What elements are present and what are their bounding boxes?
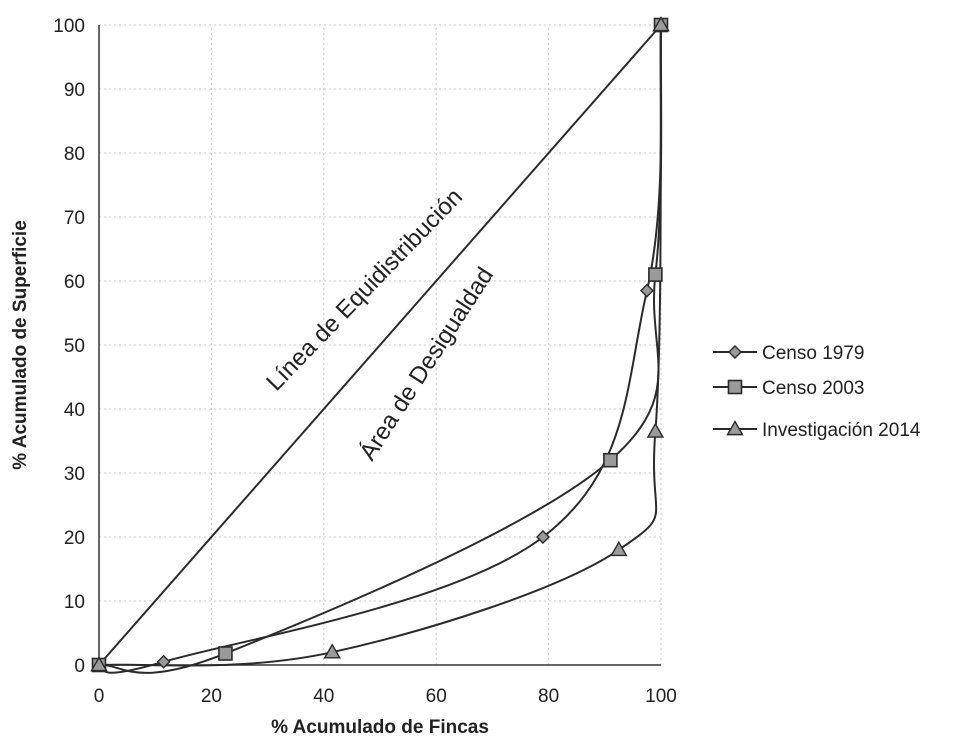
y-tick-label: 0 <box>74 656 85 677</box>
data-point-diamond <box>639 283 654 298</box>
y-tick-label: 80 <box>64 144 85 165</box>
y-tick-label: 100 <box>53 16 85 37</box>
y-tick-labels: 0 10 20 30 40 50 60 70 80 90 100 <box>53 16 85 677</box>
data-point-diamond <box>535 530 550 544</box>
legend-label: Censo 2003 <box>762 378 864 399</box>
y-tick-label: 60 <box>64 272 85 293</box>
y-tick-label: 20 <box>64 528 85 549</box>
legend-label: Investigación 2014 <box>762 420 921 441</box>
legend: Censo 1979 Censo 2003 Investigación 2014 <box>713 343 921 441</box>
data-point-triangle <box>610 540 628 557</box>
data-point-diamond <box>156 654 171 669</box>
data-point-square <box>218 646 233 661</box>
x-tick-label: 60 <box>426 686 447 707</box>
equidistribution-line <box>98 24 662 666</box>
data-point-square <box>603 452 618 468</box>
legend-marker-square <box>727 379 743 395</box>
x-tick-label: 40 <box>313 686 334 707</box>
x-tick-label: 20 <box>201 686 222 707</box>
x-tick-label: 0 <box>94 686 105 707</box>
data-point-square <box>648 267 663 282</box>
x-grid <box>210 25 662 665</box>
y-tick-label: 10 <box>64 592 85 613</box>
y-tick-label: 30 <box>64 464 85 485</box>
data-point-triangle <box>323 643 341 659</box>
data-point-triangle <box>646 422 665 438</box>
y-tick-label: 40 <box>64 400 85 421</box>
y-tick-label: 90 <box>64 80 85 101</box>
y-grid <box>99 24 661 602</box>
y-tick-label: 50 <box>64 336 85 357</box>
legend-label: Censo 1979 <box>762 343 864 364</box>
legend-marker-diamond <box>728 345 742 359</box>
x-tick-label: 100 <box>645 686 677 707</box>
y-axis-title: % Acumulado de Superficie <box>10 220 31 470</box>
data-point-triangle <box>90 656 108 672</box>
x-tick-labels: 0 20 40 60 80 100 <box>94 686 677 707</box>
x-axis-title: % Acumulado de Fincas <box>271 717 489 738</box>
y-tick-label: 70 <box>64 208 85 229</box>
series-markers <box>90 16 670 673</box>
legend-marker-triangle <box>726 420 744 436</box>
data-point-triangle <box>652 16 670 32</box>
x-tick-label: 80 <box>538 686 559 707</box>
